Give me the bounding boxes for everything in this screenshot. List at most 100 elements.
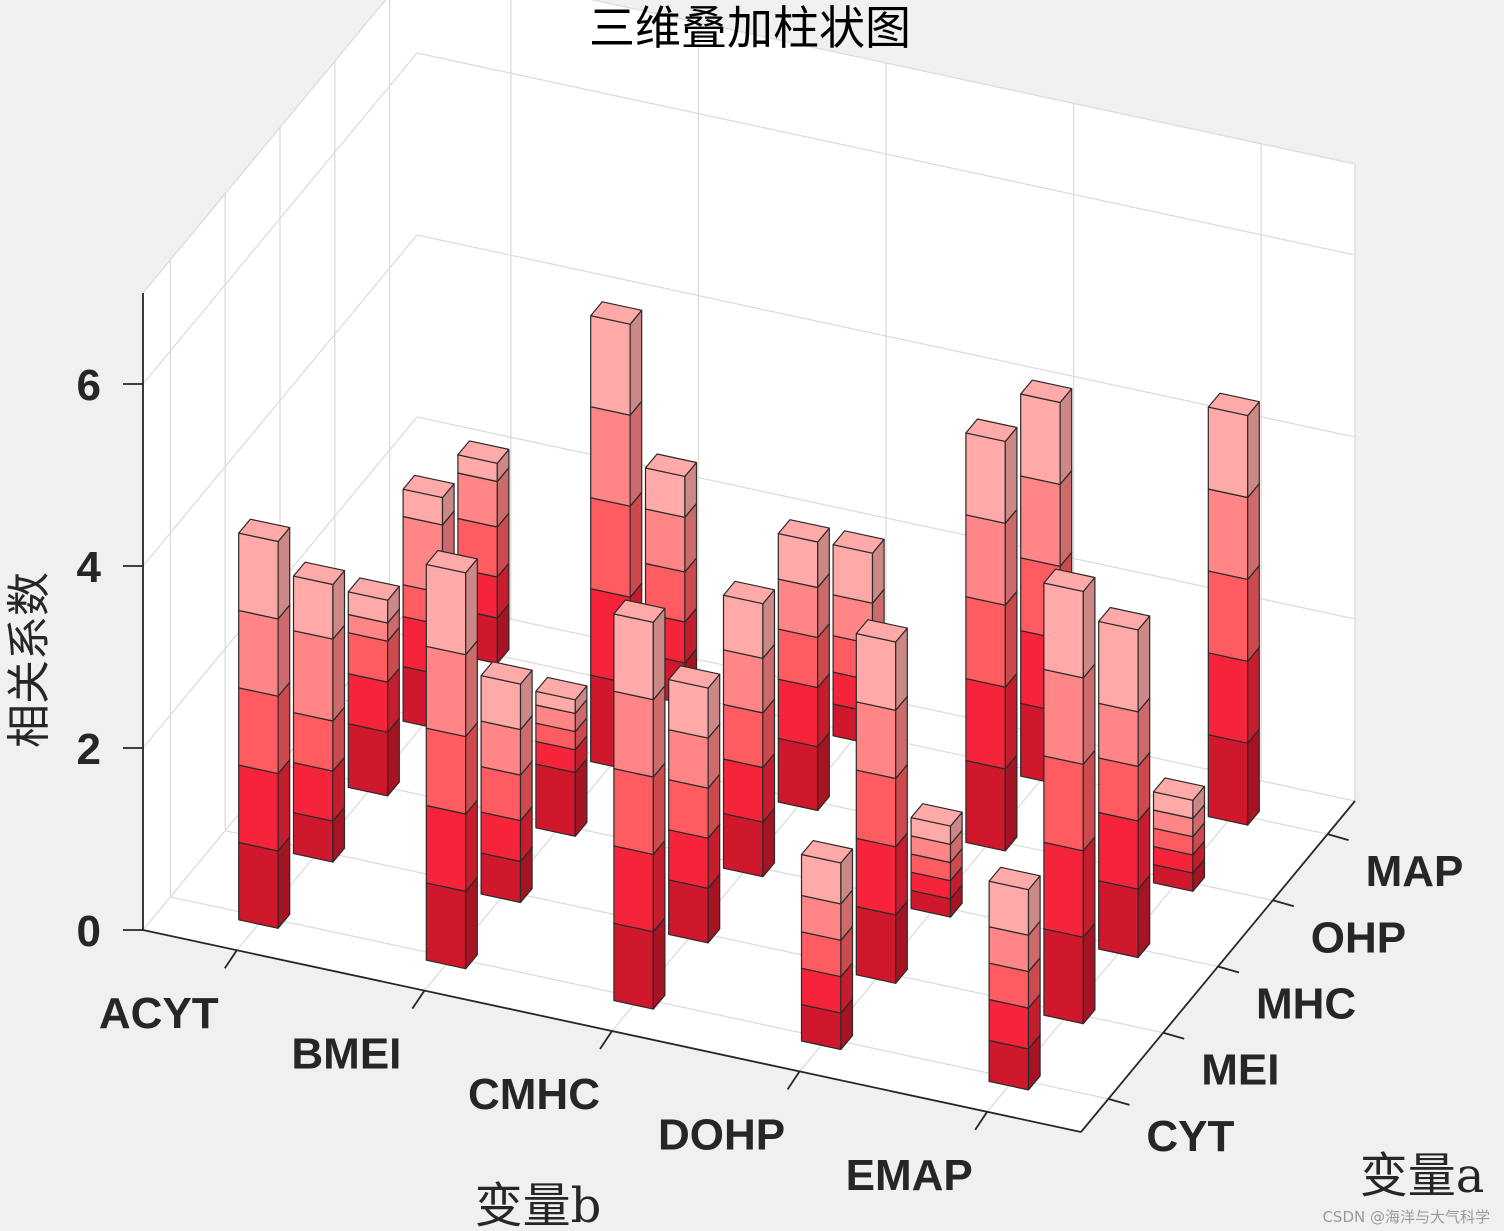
bar-front-face — [722, 703, 764, 769]
bar-side-face — [1247, 646, 1260, 744]
bar-side-face — [332, 624, 346, 722]
bar-top-face — [457, 440, 510, 464]
bar-top-face — [1043, 568, 1096, 593]
z-tick-label: 4 — [77, 543, 102, 592]
bar-segment — [613, 599, 666, 701]
bar-side-face — [1082, 836, 1096, 938]
bar-segment — [965, 418, 1018, 524]
bar-segment — [800, 839, 854, 905]
bar-segment — [457, 440, 510, 483]
bar-front-face — [668, 829, 709, 889]
bar-top-face — [777, 519, 830, 543]
bar-front-face — [238, 841, 279, 929]
bar-front-face — [292, 630, 334, 722]
bar-front-face — [535, 763, 576, 837]
bar-side-face — [652, 762, 666, 856]
bar-front-face — [425, 645, 467, 738]
bar-front-face — [722, 758, 764, 823]
bar-top-face — [644, 453, 698, 477]
stacked-bar — [425, 549, 478, 970]
bar-top-face — [613, 599, 666, 623]
bar-top-face — [722, 580, 776, 605]
bar-side-face — [1247, 564, 1260, 662]
z-grid-line — [590, 0, 1356, 165]
stacked-bar — [722, 580, 776, 878]
bar-segment — [238, 518, 291, 620]
stacked-bar — [800, 839, 854, 1051]
bar-front-face — [613, 690, 654, 778]
bar-segment — [988, 866, 1041, 936]
bar-side-face — [1059, 469, 1073, 567]
bar-front-face — [457, 472, 498, 528]
z-grid-line — [142, 234, 418, 567]
z-tick-label: 2 — [77, 725, 101, 774]
y-tick — [1217, 965, 1240, 974]
bar-segment — [668, 665, 721, 739]
bar-front-face — [613, 767, 654, 856]
bar-front-face — [1043, 582, 1084, 679]
bar-front-face — [425, 727, 467, 815]
z-grid-line — [416, 416, 1356, 620]
bar-front-face — [1098, 811, 1139, 890]
x-tick-label: ACYT — [99, 989, 219, 1038]
bar-front-face — [613, 845, 654, 933]
z-grid-line — [416, 234, 1356, 438]
bar-front-face — [722, 649, 764, 714]
stacked-bar — [535, 676, 588, 837]
bar-side-face — [465, 558, 478, 656]
bar-side-face — [465, 799, 478, 892]
bar-front-face — [425, 882, 467, 970]
bar-side-face — [1082, 576, 1096, 679]
bar-top-face — [1020, 379, 1073, 404]
bar-front-face — [1207, 734, 1249, 826]
bar-front-face — [668, 879, 709, 944]
bar-top-face — [910, 803, 963, 827]
bar-side-face — [1004, 590, 1018, 688]
y-tick-label: MEI — [1201, 1046, 1279, 1095]
y-tick-label: MAP — [1366, 847, 1464, 896]
bar-front-face — [480, 765, 522, 822]
bar-front-face — [1043, 755, 1084, 852]
bar-segment — [347, 577, 400, 624]
bar-front-face — [1098, 702, 1139, 768]
bar-front-face — [238, 764, 279, 852]
y-tick — [1108, 1098, 1130, 1106]
bar-side-face — [465, 722, 478, 815]
bar-front-face — [480, 720, 522, 776]
bar-front-face — [988, 880, 1030, 936]
bar-side-face — [1004, 754, 1018, 852]
z-tick-label: 0 — [77, 907, 101, 956]
bar-front-face — [855, 701, 897, 780]
bar-segment — [910, 803, 963, 845]
bar-segment — [590, 301, 643, 416]
bar-front-face — [668, 678, 709, 739]
stacked-bar — [1152, 777, 1206, 892]
bar-segment — [1098, 606, 1151, 713]
bar-front-face — [347, 673, 389, 733]
x-tick — [786, 1070, 801, 1090]
x-tick-label: EMAP — [846, 1151, 973, 1200]
bar-side-face — [465, 876, 478, 970]
bar-side-face — [1082, 663, 1096, 765]
bar-side-face — [652, 607, 666, 701]
bar-side-face — [277, 604, 291, 697]
bar-side-face — [1059, 388, 1073, 485]
bar-front-face — [590, 315, 631, 416]
bar-side-face — [1082, 922, 1096, 1025]
bar-top-face — [668, 665, 721, 689]
z-grid-line — [142, 52, 418, 385]
bar-side-face — [1247, 728, 1260, 826]
bar-front-face — [347, 723, 389, 797]
bar-front-face — [238, 609, 279, 697]
bar-top-face — [800, 839, 854, 864]
axis-lines — [123, 293, 1356, 1133]
bar-front-face — [1098, 880, 1139, 959]
bar-segment — [425, 549, 478, 656]
bar-segment — [1207, 392, 1260, 499]
x-axis-title: 变量b — [475, 1178, 602, 1231]
z-grid-line — [142, 0, 387, 294]
x-tick — [974, 1111, 988, 1131]
bar-front-face — [1020, 393, 1061, 485]
x-tick — [411, 990, 426, 1010]
bar-top-face — [292, 561, 346, 586]
